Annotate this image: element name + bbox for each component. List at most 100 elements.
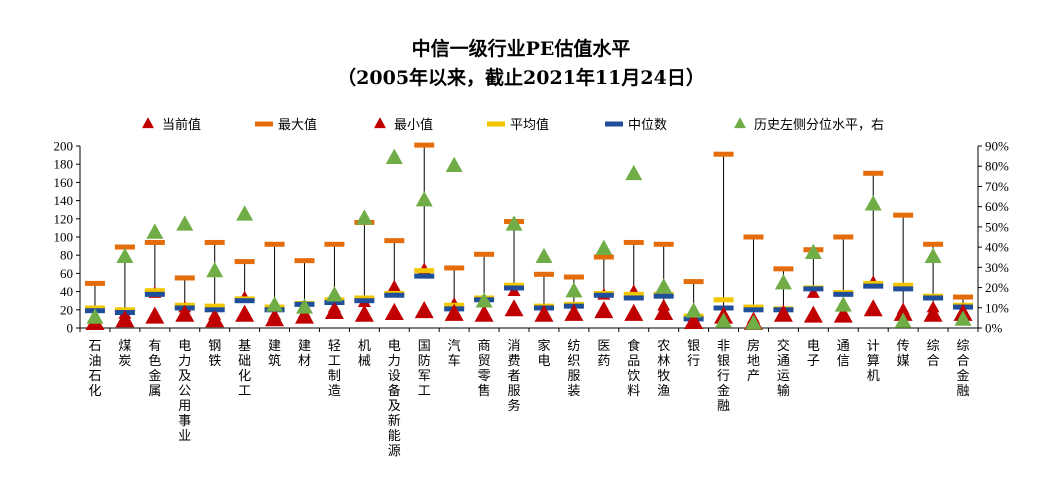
percentile-marker (475, 292, 493, 308)
percentile-marker (924, 247, 942, 264)
current-marker (354, 304, 374, 322)
right-tick-label: 40% (985, 240, 1009, 255)
median-marker (593, 292, 614, 298)
category-label-char: 输 (777, 383, 790, 399)
max-marker (234, 259, 255, 265)
category-label-char: 媒 (897, 354, 910, 369)
max-marker (264, 241, 285, 247)
max-marker (204, 239, 225, 245)
max-marker (743, 234, 764, 240)
percentile-marker (86, 308, 104, 324)
category-label: 房地产 (747, 338, 760, 384)
category-label-char: 融 (957, 384, 970, 399)
percentile-marker (745, 314, 762, 330)
median-marker (354, 298, 375, 304)
category-label-char: 炭 (118, 354, 131, 369)
max-marker (324, 241, 345, 247)
right-tick-label: 10% (985, 300, 1009, 315)
left-tick-label: 0 (67, 321, 74, 336)
category-label-char: 牧 (657, 369, 670, 384)
median-marker (414, 273, 435, 279)
legend-label: 平均值 (510, 117, 549, 133)
category-label-char: 务 (508, 398, 521, 414)
plot-area (84, 142, 974, 330)
current-marker (145, 306, 165, 324)
current-marker (324, 301, 344, 320)
legend-marker (374, 117, 386, 129)
median-marker (234, 298, 255, 304)
right-tick-label: 20% (985, 280, 1009, 295)
category-label-char: 房 (747, 338, 760, 354)
category-label-char: 用 (178, 399, 191, 414)
current-marker (474, 304, 494, 322)
percentile-marker (894, 312, 912, 328)
median-marker (893, 286, 914, 292)
average-marker (623, 291, 644, 297)
legend-label: 当前值 (162, 117, 201, 133)
category-label-char: 饮 (627, 369, 640, 384)
right-tick-label: 30% (985, 260, 1009, 275)
average-marker (354, 295, 375, 301)
chart-subtitle: （2005年以来，截止2021年11月24日） (337, 66, 705, 89)
percentile-marker (685, 302, 703, 318)
percentile-marker (355, 209, 373, 225)
category-label-char: 品 (627, 354, 640, 369)
category-label-char: 业 (178, 429, 191, 444)
category-label-char: 渔 (657, 384, 670, 399)
percentile-marker (834, 296, 852, 312)
max-marker (653, 241, 674, 247)
average-marker (414, 268, 435, 274)
category-label-char: 合 (957, 354, 970, 369)
percentile-marker (864, 195, 882, 211)
category-label-char: 产 (747, 369, 760, 384)
percentile-marker (774, 274, 792, 290)
left-tick-label: 140 (54, 193, 74, 208)
category-label-char: 金 (717, 383, 730, 399)
right-tick-label: 0% (985, 321, 1003, 336)
category-label-char: 设 (388, 369, 401, 384)
current-marker (684, 311, 704, 330)
percentile-marker (206, 261, 224, 278)
right-tick-label: 50% (985, 219, 1009, 234)
category-label-char: 汽 (448, 339, 461, 354)
chart-title: 中信一级行业PE估值水平 (412, 37, 631, 60)
category-label-char: 造 (328, 384, 341, 399)
category-label: 综合 (927, 339, 940, 369)
max-marker (84, 280, 105, 286)
min-marker (387, 279, 401, 292)
category-label-char: 零 (478, 369, 491, 384)
max-marker (444, 265, 465, 271)
category-label-char: 服 (508, 384, 521, 399)
current-marker (863, 299, 883, 317)
category-label-char: 医 (597, 339, 610, 354)
current-marker (384, 302, 404, 320)
legend-item: 历史左侧分位水平，右 (734, 117, 884, 133)
current-marker (833, 305, 853, 323)
category-label-char: 工 (418, 384, 431, 399)
right-tick-label: 80% (985, 159, 1009, 174)
category-label-char: 装 (567, 384, 580, 399)
category-label-char: 机 (358, 339, 371, 354)
max-marker (893, 212, 914, 218)
current-marker (414, 301, 434, 319)
category-label-char: 信 (837, 354, 850, 369)
current-marker (444, 303, 464, 321)
current-marker (235, 304, 255, 322)
max-marker (384, 238, 405, 244)
percentile-marker (236, 205, 254, 221)
axes: 0 20 40 60 80 100 120 140 160 180 200 0% 10% 20% 30% 40… (54, 139, 1010, 460)
category-label-char: 石 (88, 369, 101, 384)
category-label-char: 车 (448, 353, 461, 369)
percentile-marker (116, 247, 134, 264)
legend-marker (605, 121, 623, 127)
category-label-char: 事 (178, 414, 191, 429)
category-label-char: 行 (687, 354, 700, 369)
category-label-char: 力 (178, 354, 191, 369)
median-marker (803, 286, 824, 292)
median-marker (144, 291, 165, 297)
current-marker (265, 309, 285, 327)
